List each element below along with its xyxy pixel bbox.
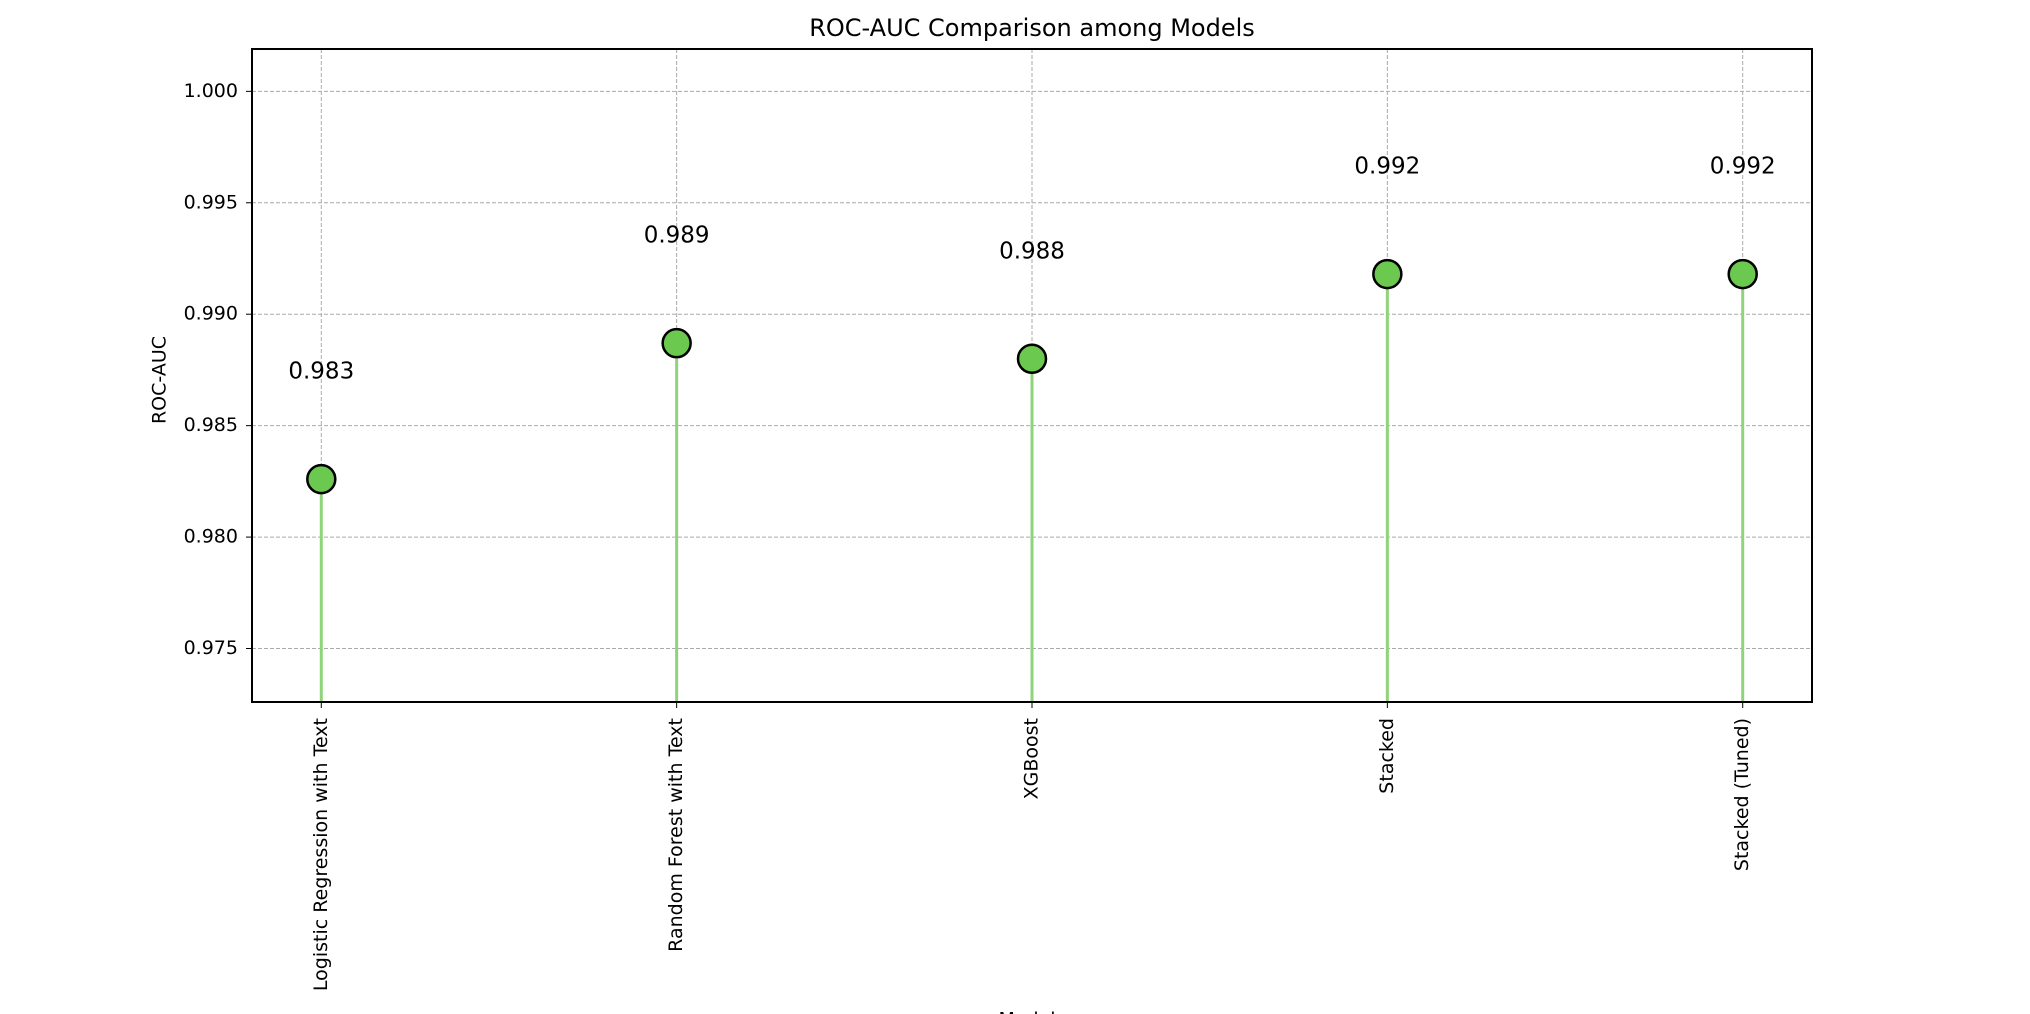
plot-frame [251,48,1813,703]
marker [1727,258,1758,290]
marker [1372,258,1403,290]
value-label: 0.983 [288,359,354,385]
marker [1016,343,1048,375]
marker [306,463,337,495]
marker [661,327,692,359]
value-label: 0.992 [1710,154,1776,180]
value-label: 0.989 [644,223,710,249]
x-tick-label: Random Forest with Text [665,718,687,952]
value-label: 0.988 [999,238,1065,264]
y-tick-label: 0.985 [184,414,238,436]
y-tick-label: 0.980 [184,526,238,548]
y-tick-label: 0.990 [184,303,238,325]
x-tick-label: Logistic Regression with Text [310,718,332,991]
x-axis-label: Models [999,1009,1066,1014]
y-tick-label: 0.975 [184,637,238,659]
y-tick-label: 1.000 [184,80,238,102]
y-axis-label: ROC-AUC [149,336,171,424]
x-tick-label: Stacked (Tuned) [1731,718,1753,871]
y-tick-label: 0.995 [184,191,238,213]
chart-title: ROC-AUC Comparison among Models [809,14,1255,42]
x-tick-label: Stacked [1376,718,1398,794]
value-label: 0.992 [1354,154,1420,180]
x-tick-label: XGBoost [1021,718,1043,799]
